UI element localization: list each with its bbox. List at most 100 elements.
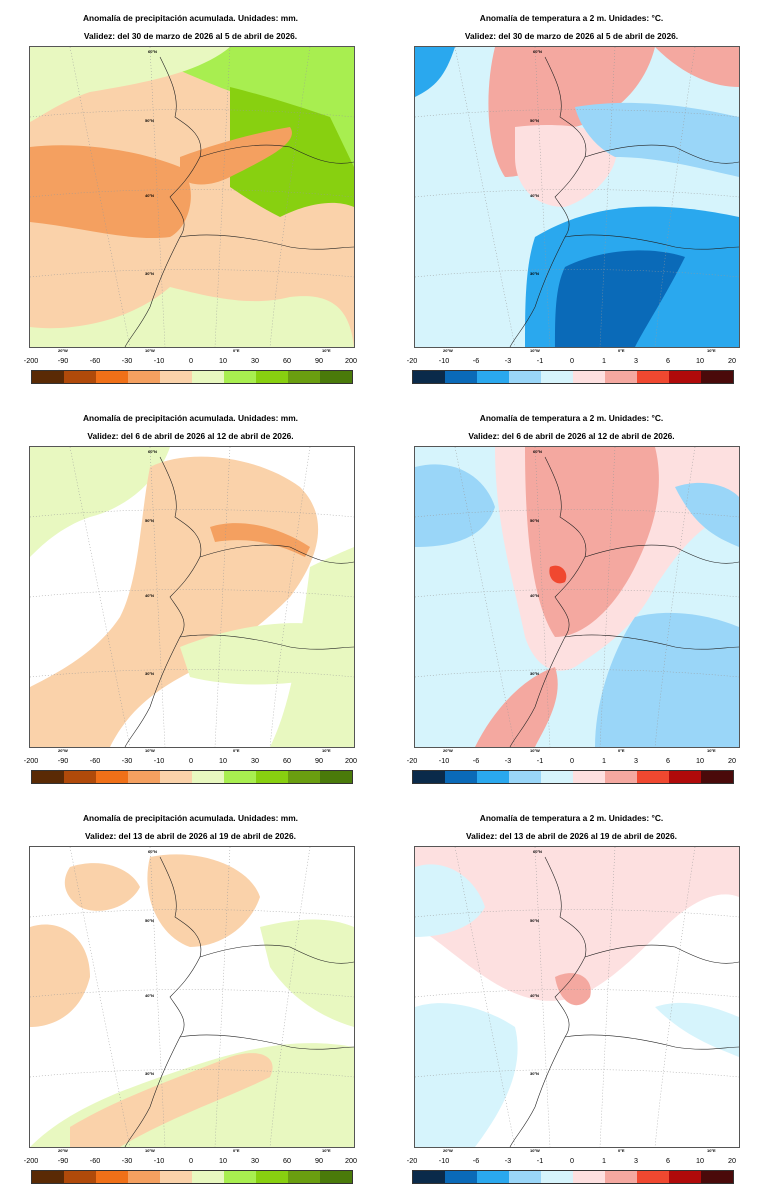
colorbar: -200 -90 -60 -30 -10 0 10 30 60 90 200	[24, 356, 357, 384]
lon-label: 0°E	[233, 1148, 240, 1153]
graticule-line	[214, 447, 231, 747]
colorbar-swatch	[64, 771, 96, 783]
graticule-line	[454, 447, 516, 747]
graticule-line	[30, 1069, 354, 1078]
graticule-line	[415, 669, 739, 678]
precip-field-sahara	[70, 1053, 273, 1147]
colorbar-tick-label: -200	[23, 1156, 39, 1165]
colorbar-swatch	[605, 1171, 637, 1183]
panel-validity: Validez: del 6 de abril de 2026 al 12 de…	[87, 431, 294, 441]
graticule-line	[415, 989, 739, 998]
colorbar-swatch	[477, 371, 509, 383]
colorbar-ticks: -200 -90 -60 -30 -10 0 10 30 60 90 200	[24, 1156, 357, 1166]
colorbar-tick-label: -200	[23, 756, 39, 765]
panel-validity: Validez: del 6 de abril de 2026 al 12 de…	[468, 431, 675, 441]
colorbar-ticks: -20 -10 -6 -3 -1 0 1 3 6 10 20	[407, 756, 736, 766]
colorbar-swatches	[412, 770, 734, 784]
anomaly-map: 60°N 50°N 40°N 30°N	[29, 46, 355, 348]
temp-field-ne	[655, 47, 739, 87]
colorbar-swatch	[477, 1171, 509, 1183]
colorbar-tick-label: -60	[89, 1156, 101, 1165]
colorbar-swatch	[413, 371, 445, 383]
colorbar-tick-label: 6	[666, 356, 670, 365]
colorbar-swatch	[128, 371, 160, 383]
colorbar-swatch	[96, 771, 128, 783]
panel-validity: Validez: del 30 de marzo de 2026 al 5 de…	[83, 31, 298, 41]
colorbar-swatch	[701, 771, 733, 783]
colorbar-swatch	[605, 371, 637, 383]
precip-field-north	[30, 47, 354, 167]
lat-label: 40°N	[530, 593, 539, 598]
colorbar-tick-label: 90	[315, 756, 323, 765]
panel-validity: Validez: del 30 de marzo de 2026 al 5 de…	[464, 31, 679, 41]
colorbar-tick-label: -10	[438, 756, 450, 765]
lon-label: 0°E	[233, 748, 240, 753]
colorbar: -20 -10 -6 -3 -1 0 1 3 6 10 20	[407, 1156, 736, 1184]
graticule-line	[415, 269, 739, 278]
colorbar-tick-label: -20	[406, 756, 418, 765]
colorbar-ticks: -20 -10 -6 -3 -1 0 1 3 6 10 20	[407, 356, 736, 366]
panel-temp-week3: Anomalía de temperatura a 2 m. Unidades:…	[381, 800, 762, 1200]
colorbar-swatch	[669, 371, 701, 383]
graticule-line	[599, 847, 616, 1147]
lon-label: 10°E	[322, 348, 331, 353]
colorbar-swatch	[541, 1171, 573, 1183]
lon-label: 10°E	[707, 348, 716, 353]
colorbar-swatch	[669, 1171, 701, 1183]
graticule-line	[454, 47, 516, 347]
colorbar-swatch	[32, 771, 64, 783]
colorbar-tick-label: -30	[121, 356, 133, 365]
panel-validity: Validez: del 13 de abril de 2026 al 19 d…	[466, 831, 677, 841]
precip-field-band	[30, 47, 230, 122]
precip-map-svg: 60°N 50°N 40°N 30°N	[30, 47, 354, 347]
colorbar: -20 -10 -6 -3 -1 0 1 3 6 10 20	[407, 356, 736, 384]
colorbar-swatches	[31, 1170, 353, 1184]
lon-label: 20°W	[58, 348, 68, 353]
colorbar-tick-label: 3	[634, 356, 638, 365]
colorbar-tick-label: -6	[472, 1156, 480, 1165]
lat-label: 30°N	[530, 271, 539, 276]
graticule-line	[654, 847, 696, 1147]
colorbar: -20 -10 -6 -3 -1 0 1 3 6 10 20	[407, 756, 736, 784]
precip-field-patch	[64, 863, 140, 911]
panel-title: Anomalía de precipitación acumulada. Uni…	[82, 13, 298, 23]
colorbar-swatch	[288, 1171, 320, 1183]
lon-label: 10°W	[145, 1148, 155, 1153]
anomaly-map: 60°N 50°N 40°N 30°N	[29, 846, 355, 1148]
graticule-line	[30, 909, 354, 918]
graticule-line	[415, 109, 739, 118]
lat-label: 40°N	[530, 193, 539, 198]
colorbar-swatch	[320, 771, 352, 783]
graticule-line	[415, 1069, 739, 1078]
coastline	[509, 56, 739, 347]
graticule-line	[599, 447, 616, 747]
graticule-line	[534, 447, 551, 747]
lat-label: 50°N	[530, 518, 539, 523]
lon-label: 10°W	[530, 348, 540, 353]
graticule-line	[415, 189, 739, 198]
lat-label: 30°N	[145, 671, 154, 676]
anomaly-map: 60°N 50°N 40°N 30°N	[29, 446, 355, 748]
temp-field-morocco	[475, 667, 558, 747]
panel-precip-week3: Anomalía de precipitación acumulada. Uni…	[0, 800, 381, 1200]
precip-field-atlantic	[30, 145, 191, 239]
colorbar-tick-label: -10	[438, 356, 450, 365]
anomaly-map: 60°N 50°N 40°N 30°N	[414, 446, 740, 748]
colorbar-tick-label: -90	[57, 356, 69, 365]
graticule-line	[149, 847, 166, 1147]
lon-label: 0°E	[233, 348, 240, 353]
colorbar-tick-label: 60	[283, 356, 291, 365]
colorbar-ticks: -200 -90 -60 -30 -10 0 10 30 60 90 200	[24, 756, 357, 766]
lon-label: 10°E	[322, 748, 331, 753]
coastline	[124, 56, 354, 347]
colorbar-tick-label: -1	[536, 356, 544, 365]
colorbar-swatch	[445, 371, 477, 383]
graticule-line	[30, 589, 354, 598]
colorbar-tick-label: 0	[189, 756, 193, 765]
precip-field-nw	[30, 447, 170, 557]
colorbar-tick-label: -6	[472, 756, 480, 765]
graticule-line	[415, 589, 739, 598]
graticule-line	[534, 847, 551, 1147]
lat-label: 40°N	[530, 993, 539, 998]
colorbar-tick-label: 0	[189, 1156, 193, 1165]
